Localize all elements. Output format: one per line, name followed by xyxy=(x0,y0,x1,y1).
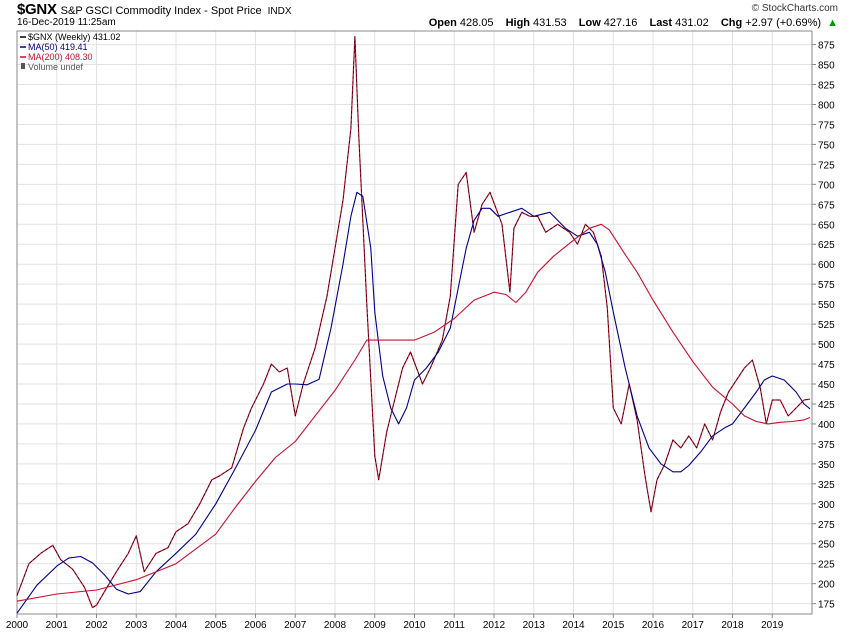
low-label: Low xyxy=(578,17,601,29)
y-tick-label: 500 xyxy=(818,340,835,351)
y-tick-label: 525 xyxy=(818,320,835,331)
legend-label: Volume undef xyxy=(28,62,84,72)
y-tick-label: 625 xyxy=(818,240,835,251)
x-tick-label: 2005 xyxy=(205,620,228,631)
y-tick-label: 300 xyxy=(818,500,835,511)
x-tick-label: 2000 xyxy=(6,620,29,631)
x-tick-label: 2002 xyxy=(85,620,108,631)
y-tick-label: 650 xyxy=(818,220,835,231)
x-tick-label: 2003 xyxy=(125,620,148,631)
x-axis: 2000 2001 2002 2003 2004 2005 2006 2007 2008 2009… xyxy=(6,614,784,631)
y-axis: 175 200 225 250 275 300 325 350 375 400 425 450 475 5… xyxy=(812,41,835,611)
y-tick-label: 750 xyxy=(818,140,835,151)
x-tick-label: 2008 xyxy=(324,620,347,631)
y-tick-label: 550 xyxy=(818,300,835,311)
x-tick-label: 2017 xyxy=(682,620,705,631)
y-tick-label: 600 xyxy=(818,260,835,271)
chg-up-icon: ▲ xyxy=(827,17,838,29)
y-tick-label: 775 xyxy=(818,120,835,131)
ma50-line xyxy=(16,191,811,614)
datetime: 16-Dec-2019 11:25am xyxy=(17,17,116,28)
x-tick-label: 2014 xyxy=(562,620,585,631)
x-tick-label: 2009 xyxy=(364,620,387,631)
chg-label: Chg xyxy=(720,17,743,29)
y-tick-label: 250 xyxy=(818,540,835,551)
chart-title: $GNX S&P GSCI Commodity Index - Spot Pric… xyxy=(17,1,292,18)
y-tick-label: 700 xyxy=(818,180,835,191)
chg-value: +2.97 (+0.69%) xyxy=(745,17,822,29)
y-tick-label: 850 xyxy=(818,61,835,72)
y-tick-label: 375 xyxy=(818,440,835,451)
y-tick-label: 475 xyxy=(818,360,835,371)
x-tick-label: 2013 xyxy=(523,620,546,631)
x-tick-label: 2015 xyxy=(602,620,625,631)
open-value: 428.05 xyxy=(459,17,494,29)
x-tick-label: 2007 xyxy=(284,620,307,631)
legend-label: $GNX (Weekly) 431.02 xyxy=(28,32,120,42)
brand-watermark: © StockCharts.com xyxy=(751,3,838,14)
y-tick-label: 425 xyxy=(818,400,835,411)
x-tick-label: 2004 xyxy=(165,620,188,631)
y-tick-label: 175 xyxy=(818,600,835,611)
last-label: Last xyxy=(649,17,673,29)
y-tick-label: 225 xyxy=(818,560,835,571)
exchange: INDX xyxy=(267,6,292,17)
legend-swatch xyxy=(21,63,25,69)
y-tick-label: 575 xyxy=(818,280,835,291)
open-label: Open xyxy=(428,17,457,29)
ma200-line xyxy=(16,223,811,602)
x-tick-label: 2001 xyxy=(46,620,69,631)
y-tick-label: 875 xyxy=(818,41,835,52)
x-tick-label: 2006 xyxy=(244,620,267,631)
y-tick-label: 400 xyxy=(818,420,835,431)
y-tick-label: 350 xyxy=(818,460,835,471)
price-line xyxy=(16,36,811,608)
last-value: 431.02 xyxy=(675,17,709,29)
y-tick-label: 200 xyxy=(818,580,835,591)
gridlines xyxy=(16,31,812,614)
x-tick-label: 2011 xyxy=(443,620,465,631)
symbol: $GNX xyxy=(17,1,57,18)
y-tick-label: 450 xyxy=(818,380,835,391)
y-tick-label: 275 xyxy=(818,520,835,531)
x-tick-label: 2019 xyxy=(761,620,784,631)
x-tick-label: 2018 xyxy=(721,620,744,631)
y-tick-label: 800 xyxy=(818,100,835,111)
quote-summary: Open 428.05 High 431.53 Low 427.16 Last 431.… xyxy=(429,17,838,29)
legend-label: MA(200) 408.30 xyxy=(28,52,93,62)
low-value: 427.16 xyxy=(603,17,638,29)
high-label: High xyxy=(505,17,531,29)
chart-header: $GNX S&P GSCI Commodity Index - Spot Pric… xyxy=(0,0,850,30)
series-group xyxy=(16,35,811,614)
y-tick-label: 825 xyxy=(818,81,835,92)
y-tick-label: 325 xyxy=(818,480,835,491)
y-tick-label: 675 xyxy=(818,200,835,211)
index-name: S&P GSCI Commodity Index - Spot Price xyxy=(60,5,262,17)
x-tick-label: 2012 xyxy=(483,620,506,631)
y-tick-label: 725 xyxy=(818,160,835,171)
x-tick-label: 2016 xyxy=(642,620,665,631)
high-value: 431.53 xyxy=(533,17,567,29)
legend-label: MA(50) 419.41 xyxy=(28,42,88,52)
x-tick-label: 2010 xyxy=(403,620,426,631)
